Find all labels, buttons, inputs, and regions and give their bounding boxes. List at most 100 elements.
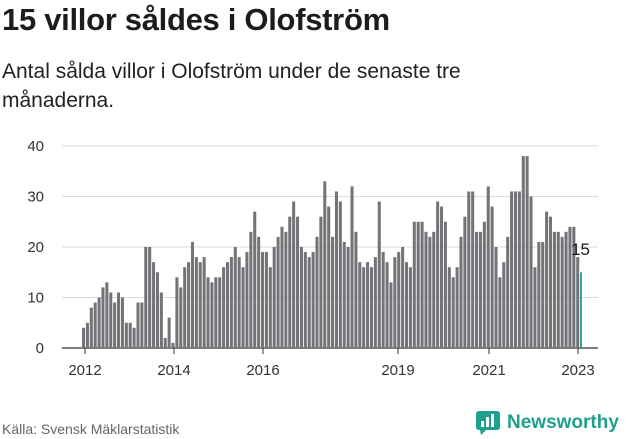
bar (358, 262, 362, 348)
bar (315, 236, 319, 348)
bar (237, 257, 241, 348)
bar (233, 247, 237, 348)
bar (537, 241, 541, 348)
bar (85, 322, 89, 348)
bar (525, 156, 529, 348)
bar (389, 282, 393, 348)
bar (303, 252, 307, 348)
bar (93, 302, 97, 348)
bar (564, 231, 568, 348)
bar (342, 241, 346, 348)
source-note: Källa: Svensk Mäklarstatistik (2, 421, 180, 437)
chart-subtitle: Antal sålda villor i Olofström under de … (2, 60, 461, 112)
bar (338, 201, 342, 348)
bar (152, 262, 156, 348)
bar (354, 231, 358, 348)
bar (292, 201, 296, 348)
bar (225, 262, 230, 348)
x-tick-label: 2012 (68, 362, 101, 379)
chart-title: 15 villor såldes i Olofström (2, 2, 390, 37)
brand-name: Newsworthy (507, 412, 619, 433)
bar (319, 216, 323, 348)
bar (105, 282, 109, 348)
bar (513, 191, 517, 348)
bar (475, 231, 479, 348)
bar (179, 287, 183, 348)
y-tick-label: 30 (27, 189, 44, 206)
y-tick-label: 20 (27, 239, 44, 256)
bar (455, 267, 459, 348)
bar (401, 247, 405, 348)
bar (552, 231, 556, 348)
bar (97, 297, 101, 348)
x-tick-label: 2023 (561, 362, 594, 379)
bar (198, 262, 202, 348)
y-tick-label: 10 (27, 290, 44, 307)
bar (210, 282, 214, 348)
bar (416, 221, 420, 348)
bar (545, 211, 549, 348)
bar (202, 257, 206, 348)
bar (229, 257, 233, 348)
bar (440, 206, 444, 348)
bar (385, 262, 389, 348)
bar (222, 267, 226, 348)
bar (548, 216, 553, 348)
bar (89, 307, 93, 348)
bar (299, 247, 303, 348)
bar (241, 267, 245, 348)
bar (214, 277, 218, 348)
bar (541, 241, 545, 348)
bar (144, 247, 148, 348)
bar (463, 216, 467, 348)
x-tick-label: 2021 (472, 362, 505, 379)
bar (447, 267, 451, 348)
bar (506, 236, 510, 348)
bar (494, 247, 498, 348)
bar (124, 322, 128, 348)
bar (163, 337, 167, 348)
bar (346, 247, 350, 348)
bar (369, 267, 374, 348)
bar (187, 262, 191, 348)
bar (257, 236, 261, 348)
bar (171, 342, 175, 348)
bar (533, 267, 537, 348)
bar (404, 262, 409, 348)
bar (498, 277, 502, 348)
bar (272, 247, 276, 348)
bar (113, 302, 117, 348)
bar (167, 317, 171, 348)
bar (377, 201, 381, 348)
bar (424, 231, 428, 348)
bar (420, 221, 424, 348)
latest-value-label: 15 (571, 240, 590, 259)
bar (397, 252, 401, 348)
bar (412, 221, 416, 348)
bar (428, 236, 432, 348)
bar (521, 156, 525, 348)
bar (148, 247, 152, 348)
bar (490, 206, 494, 348)
bar (486, 186, 490, 348)
bar (82, 327, 86, 348)
bar (436, 201, 440, 348)
bar (190, 241, 194, 348)
bar (253, 211, 257, 348)
brand-logo-group[interactable]: Newsworthy (476, 409, 619, 437)
bar (311, 252, 315, 348)
bar (467, 191, 471, 348)
bar (128, 322, 132, 348)
x-tick-label: 2016 (246, 362, 279, 379)
bar (393, 257, 397, 348)
bar (482, 221, 486, 348)
bar (373, 257, 377, 348)
bar (109, 292, 113, 348)
bar (276, 236, 280, 348)
bar (159, 292, 163, 348)
bar (264, 252, 268, 348)
x-tick-label: 2019 (381, 362, 414, 379)
bar (366, 262, 370, 348)
bar (576, 257, 580, 348)
bar (136, 302, 140, 348)
